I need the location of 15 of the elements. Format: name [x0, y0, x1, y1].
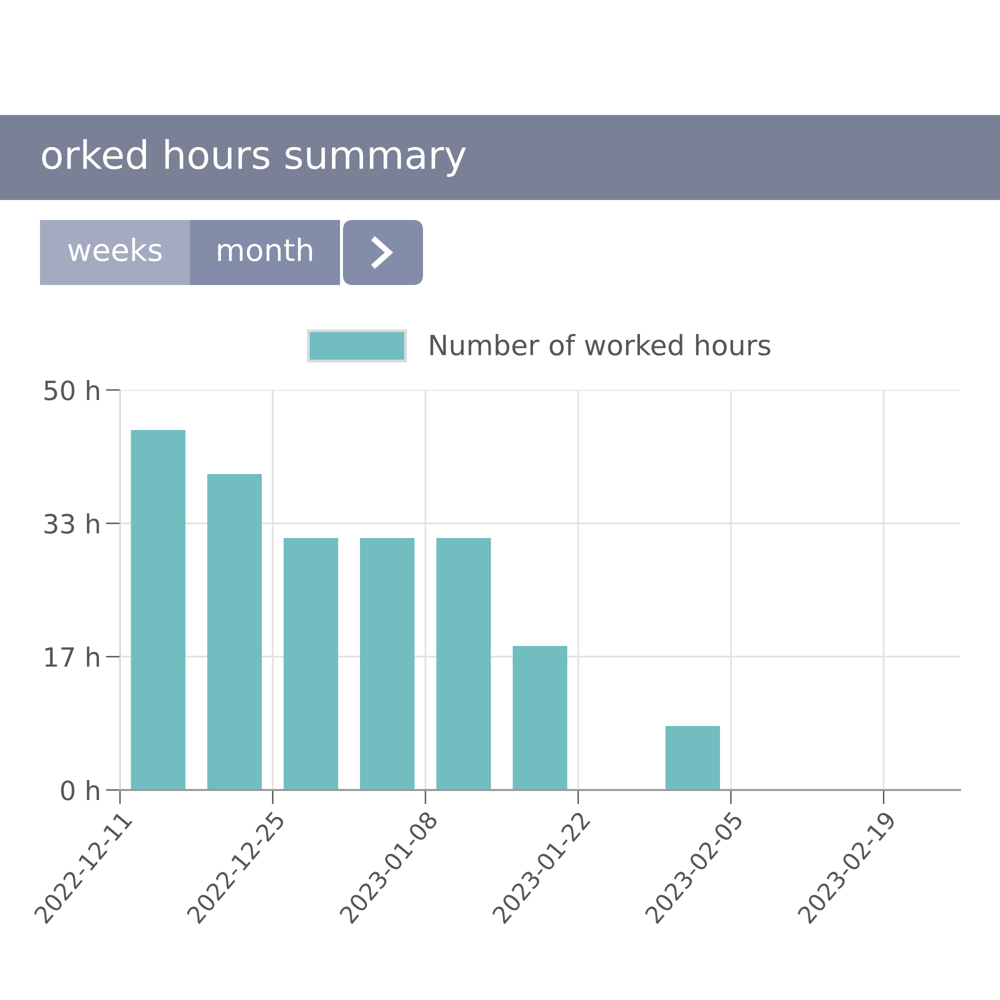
bar	[207, 474, 262, 790]
legend-label: Number of worked hours	[430, 334, 770, 356]
bar	[130, 430, 186, 790]
y-tick-label: 17 h	[45, 646, 100, 667]
text: weeks	[68, 238, 162, 262]
text: month	[218, 238, 312, 262]
y-tick-label: 33 h	[44, 513, 100, 534]
bar	[360, 538, 415, 790]
y-tick-label: 0 h	[61, 780, 100, 800]
y-tick-label: 50 h	[44, 380, 100, 400]
bar	[512, 646, 568, 790]
bar	[436, 538, 491, 790]
bar	[665, 726, 720, 790]
chart-title: orked hours summary	[42, 139, 466, 177]
bar	[284, 538, 338, 790]
